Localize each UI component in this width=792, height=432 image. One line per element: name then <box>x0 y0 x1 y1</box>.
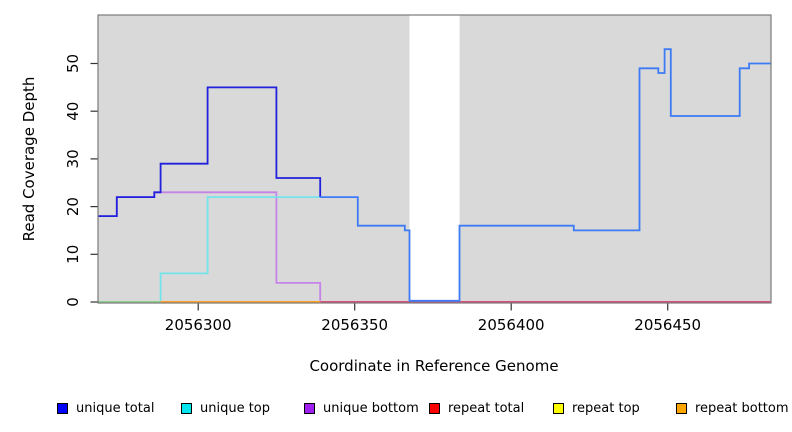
x-tick-label: 2056350 <box>321 316 388 334</box>
y-tick-label: 10 <box>64 245 82 264</box>
y-tick-label: 40 <box>64 102 82 121</box>
y-tick-label: 0 <box>64 297 82 307</box>
x-tick-label: 2056450 <box>634 316 701 334</box>
x-axis-title: Coordinate in Reference Genome <box>309 357 559 375</box>
y-tick-label: 30 <box>64 149 82 168</box>
no-data-band <box>409 15 460 303</box>
y-tick-label: 50 <box>64 54 82 73</box>
series-unique-top <box>159 196 321 301</box>
series-unique-total-right <box>320 48 771 302</box>
y-axis-title: Read Coverage Depth <box>20 76 38 242</box>
series-unique-total-left <box>98 86 322 217</box>
plot-box <box>97 14 772 304</box>
x-tick-label: 2056400 <box>478 316 545 334</box>
y-tick-label: 20 <box>64 197 82 216</box>
x-tick-label: 2056300 <box>165 316 232 334</box>
